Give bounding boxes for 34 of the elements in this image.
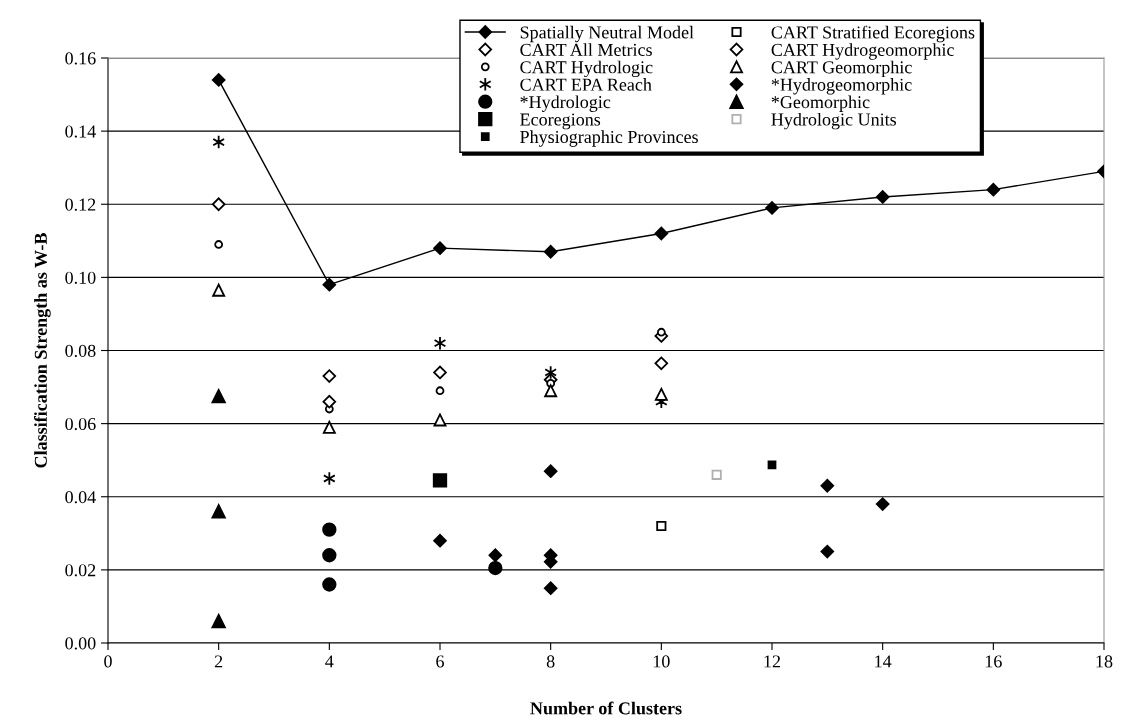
y-tick-label: 0.06 (65, 417, 96, 431)
legend-label: CART Hydrologic (520, 60, 653, 78)
y-tick-label: 0.04 (65, 491, 96, 504)
x-tick-label: 4 (325, 655, 334, 668)
legend-label: Ecoregions (520, 113, 601, 130)
legend-label: *Geomorphic (771, 95, 870, 112)
x-tick-label: 16 (985, 655, 1002, 668)
x-tick-label: 14 (875, 655, 892, 668)
x-tick-label: 2 (214, 655, 223, 668)
y-tick-label: 0.08 (65, 344, 96, 358)
x-tick-label: 12 (764, 655, 781, 668)
y-axis-title: Classification Strength as W-B (34, 233, 51, 468)
y-tick-label: 0.12 (65, 198, 96, 211)
x-tick-label: 0 (104, 655, 112, 668)
x-tick-label: 18 (1096, 655, 1113, 668)
legend-label: CART All Metrics (520, 43, 652, 56)
x-axis-title: Number of Clusters (530, 701, 682, 715)
y-tick-label: 0.10 (65, 271, 96, 284)
legend-label: CART Hydrogeomorphic (771, 43, 954, 60)
legend-label: Spatially Neutral Model (520, 25, 694, 43)
legend-label: Hydrologic Units (771, 112, 897, 130)
x-tick-label: 6 (436, 655, 444, 668)
legend-label: CART Geomorphic (771, 60, 912, 78)
x-tick-label: 8 (546, 655, 555, 668)
legend-label: Physiographic Provinces (520, 130, 698, 147)
legend-label: CART Stratified Ecoregions (771, 25, 975, 43)
x-tick-label: 10 (653, 655, 670, 668)
legend-label: *Hydrologic (520, 95, 611, 112)
y-tick-label: 0.14 (65, 125, 96, 138)
y-tick-label: 0.16 (65, 52, 96, 65)
legend-label: *Hydrogeomorphic (771, 78, 912, 95)
y-tick-label: 0.02 (65, 564, 96, 577)
y-tick-label: 0.00 (65, 637, 96, 650)
legend-label: CART EPA Reach (520, 78, 652, 91)
